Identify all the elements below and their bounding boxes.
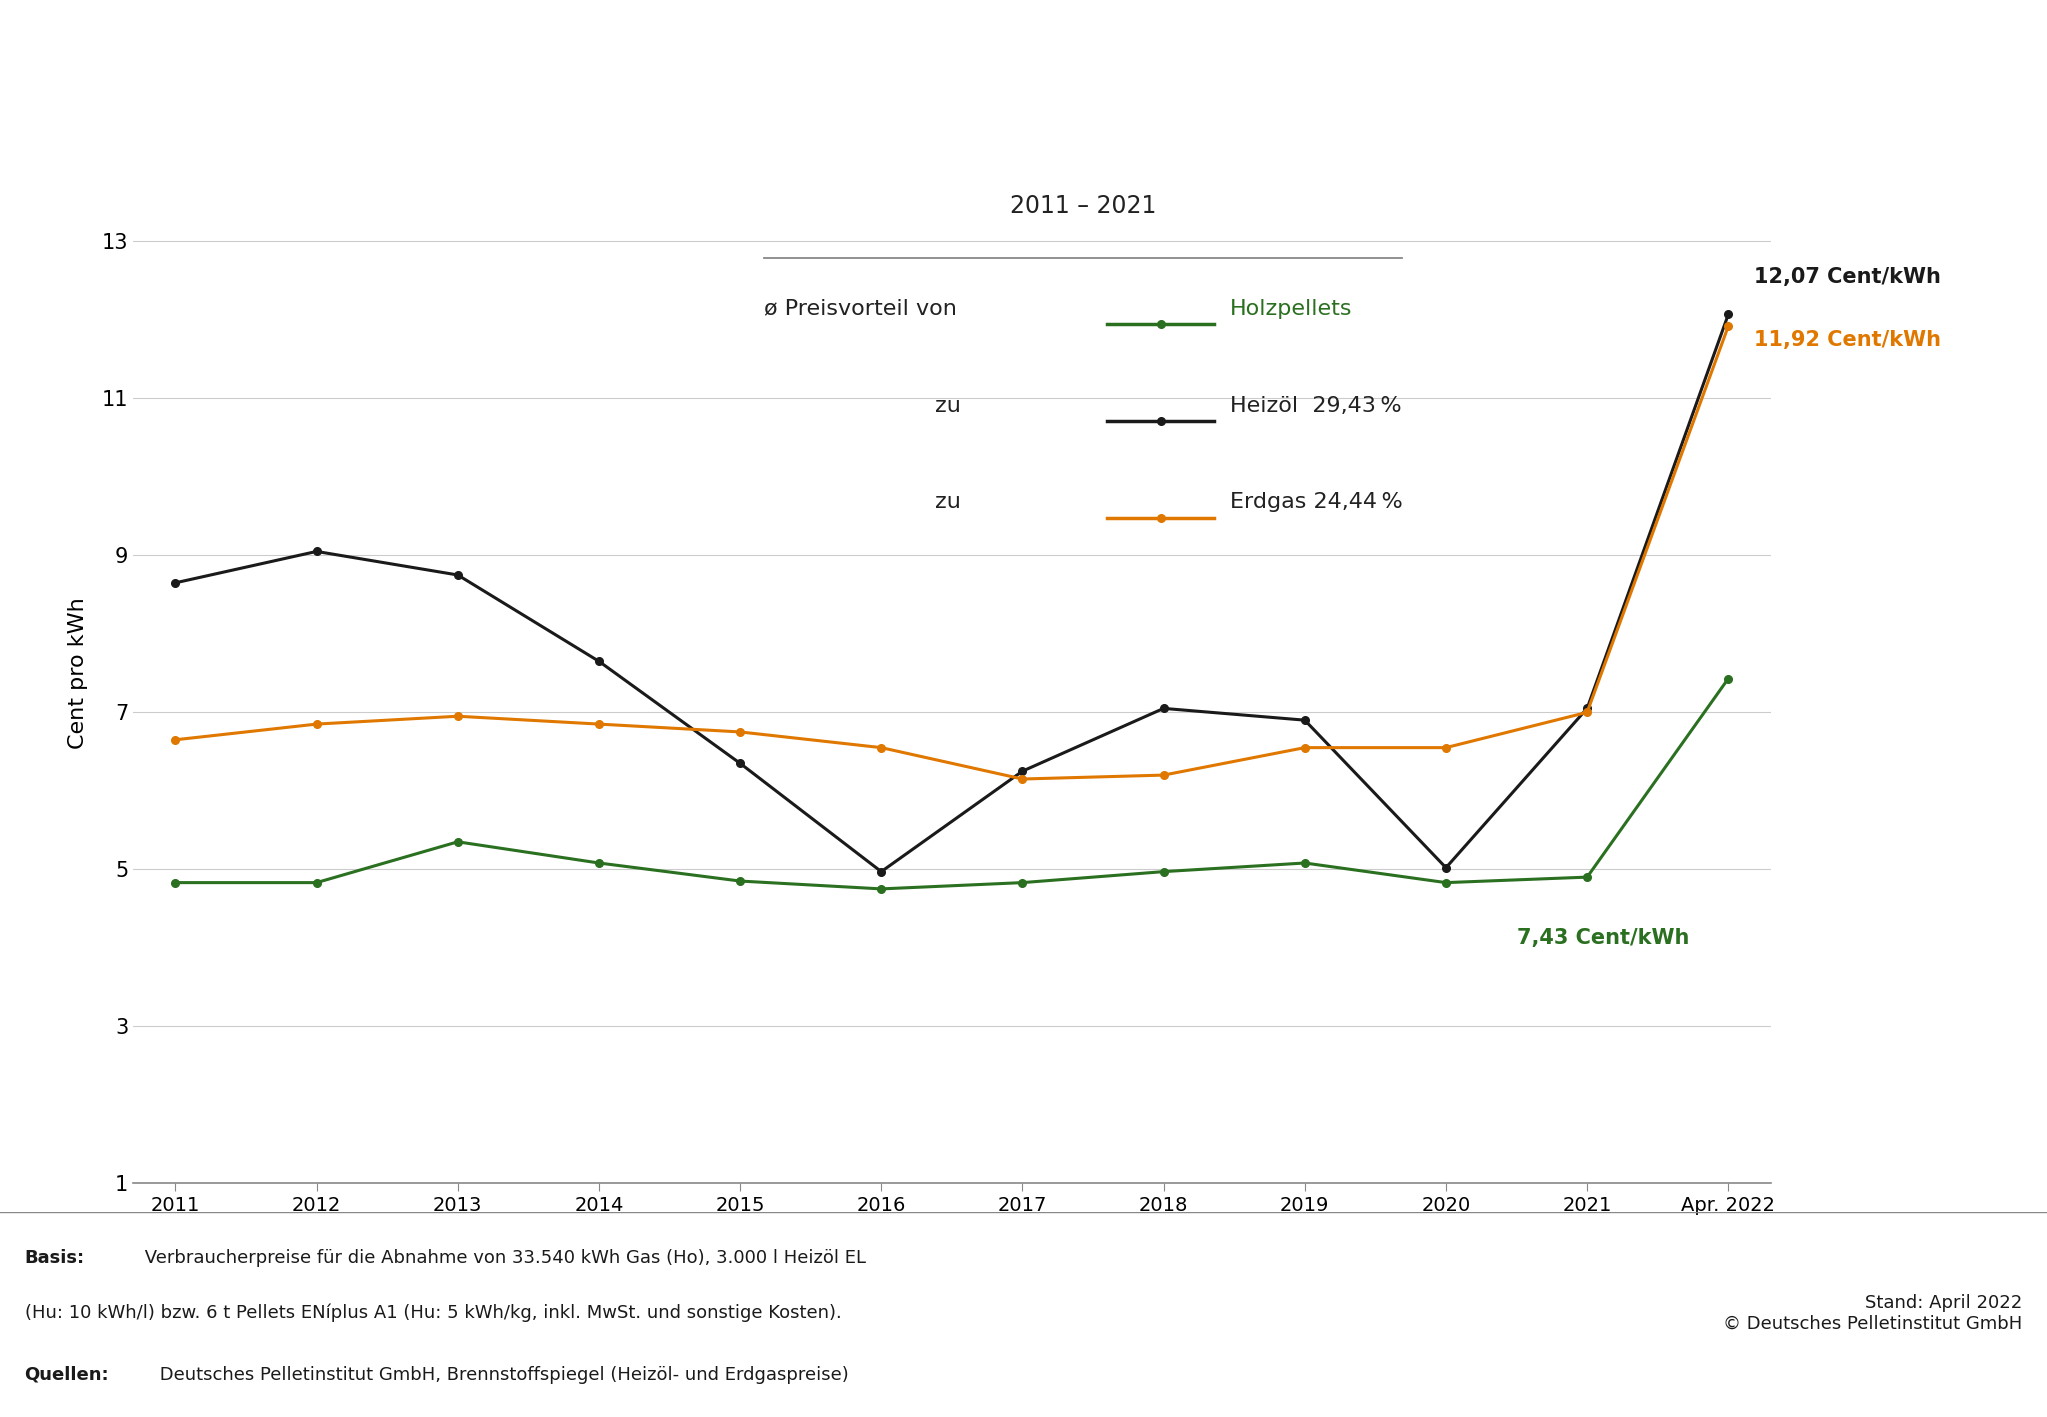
Text: Quellen:: Quellen: (25, 1366, 108, 1383)
Text: ø Preisvorteil von: ø Preisvorteil von (764, 299, 956, 319)
Text: Verbraucherpreise für die Abnahme von 33.540 kWh Gas (Ho), 3.000 l Heizöl EL: Verbraucherpreise für die Abnahme von 33… (139, 1248, 866, 1267)
Text: Holzpellets: Holzpellets (1230, 299, 1353, 319)
Text: 12,07 Cent/kWh: 12,07 Cent/kWh (1754, 266, 1941, 286)
Text: Stand: April 2022
© Deutsches Pelletinstitut GmbH: Stand: April 2022 © Deutsches Pelletinst… (1724, 1294, 2022, 1332)
Y-axis label: Cent pro kWh: Cent pro kWh (68, 597, 88, 750)
Text: 2011 – 2021: 2011 – 2021 (1009, 194, 1157, 218)
Text: zu: zu (935, 395, 962, 415)
Text: 7,43 Cent/kWh: 7,43 Cent/kWh (1517, 928, 1689, 948)
Text: (Hu: 10 kWh/l) bzw. 6 t Pellets ENíplus A1 (Hu: 5 kWh/kg, inkl. MwSt. und sonsti: (Hu: 10 kWh/l) bzw. 6 t Pellets ENíplus … (25, 1304, 841, 1322)
Text: Brennstoffkostenentwicklung von Öl, Gas und Pellets: Brennstoffkostenentwicklung von Öl, Gas … (37, 44, 1707, 105)
Text: Heizöl  29,43 %: Heizöl 29,43 % (1230, 395, 1402, 415)
Text: Erdgas 24,44 %: Erdgas 24,44 % (1230, 493, 1402, 513)
Text: Basis:: Basis: (25, 1248, 84, 1267)
Text: 11,92 Cent/kWh: 11,92 Cent/kWh (1754, 330, 1941, 350)
Text: zu: zu (935, 493, 962, 513)
Text: Deutsches Pelletinstitut GmbH, Brennstoffspiegel (Heizöl- und Erdgaspreise): Deutsches Pelletinstitut GmbH, Brennstof… (154, 1366, 847, 1383)
